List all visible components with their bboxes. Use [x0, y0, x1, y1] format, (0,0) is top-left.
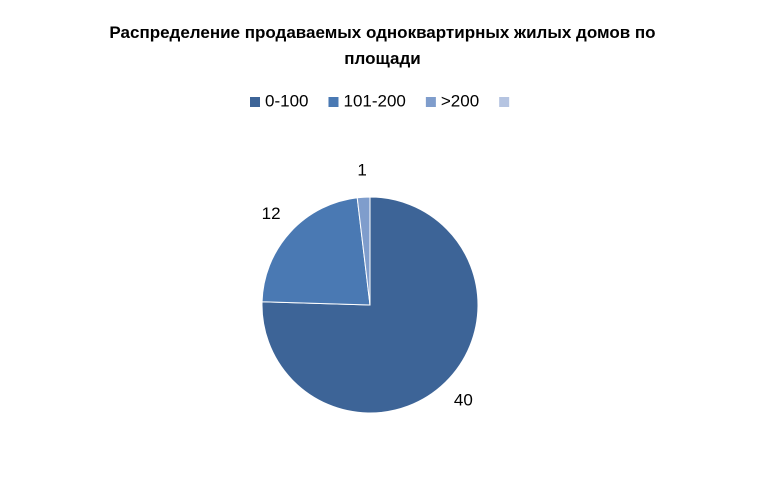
legend-marker [425, 97, 436, 107]
legend-label: >200 [441, 91, 479, 110]
legend-label: 0-100 [265, 91, 308, 110]
legend-marker [250, 97, 260, 107]
data-label: 40 [454, 391, 473, 410]
legend-marker [499, 97, 510, 107]
chart-title: Распределение продаваемых одноквартирных… [109, 23, 656, 68]
legend-label: 101-200 [343, 91, 405, 110]
data-label: 12 [262, 204, 281, 223]
pie-slice [356, 196, 371, 306]
data-label: 1 [357, 161, 366, 180]
legend-marker [328, 97, 339, 107]
pie-slice [261, 197, 371, 306]
